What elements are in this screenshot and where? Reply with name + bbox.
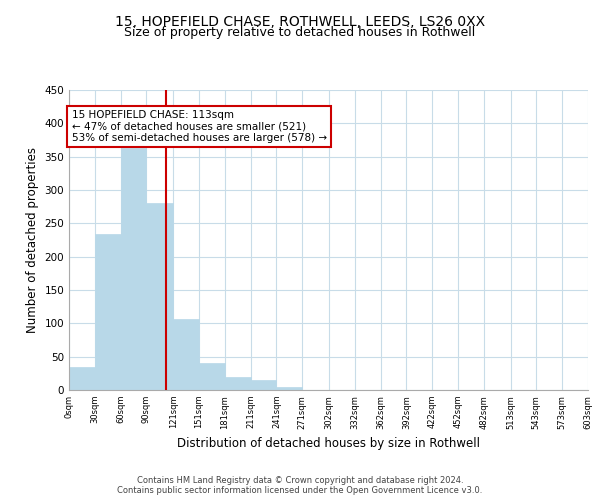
X-axis label: Distribution of detached houses by size in Rothwell: Distribution of detached houses by size …	[177, 437, 480, 450]
Bar	[225, 376, 251, 390]
Text: 15, HOPEFIELD CHASE, ROTHWELL, LEEDS, LS26 0XX: 15, HOPEFIELD CHASE, ROTHWELL, LEEDS, LS…	[115, 16, 485, 30]
Bar	[199, 362, 225, 390]
Text: Size of property relative to detached houses in Rothwell: Size of property relative to detached ho…	[124, 26, 476, 39]
Bar	[69, 366, 95, 390]
Bar	[146, 202, 173, 390]
Bar	[95, 234, 121, 390]
Bar	[173, 320, 199, 390]
Bar	[277, 386, 302, 390]
Text: 15 HOPEFIELD CHASE: 113sqm
← 47% of detached houses are smaller (521)
53% of sem: 15 HOPEFIELD CHASE: 113sqm ← 47% of deta…	[71, 110, 327, 143]
Y-axis label: Number of detached properties: Number of detached properties	[26, 147, 39, 333]
Text: Contains HM Land Registry data © Crown copyright and database right 2024.
Contai: Contains HM Land Registry data © Crown c…	[118, 476, 482, 495]
Bar	[121, 148, 146, 390]
Bar	[251, 380, 277, 390]
